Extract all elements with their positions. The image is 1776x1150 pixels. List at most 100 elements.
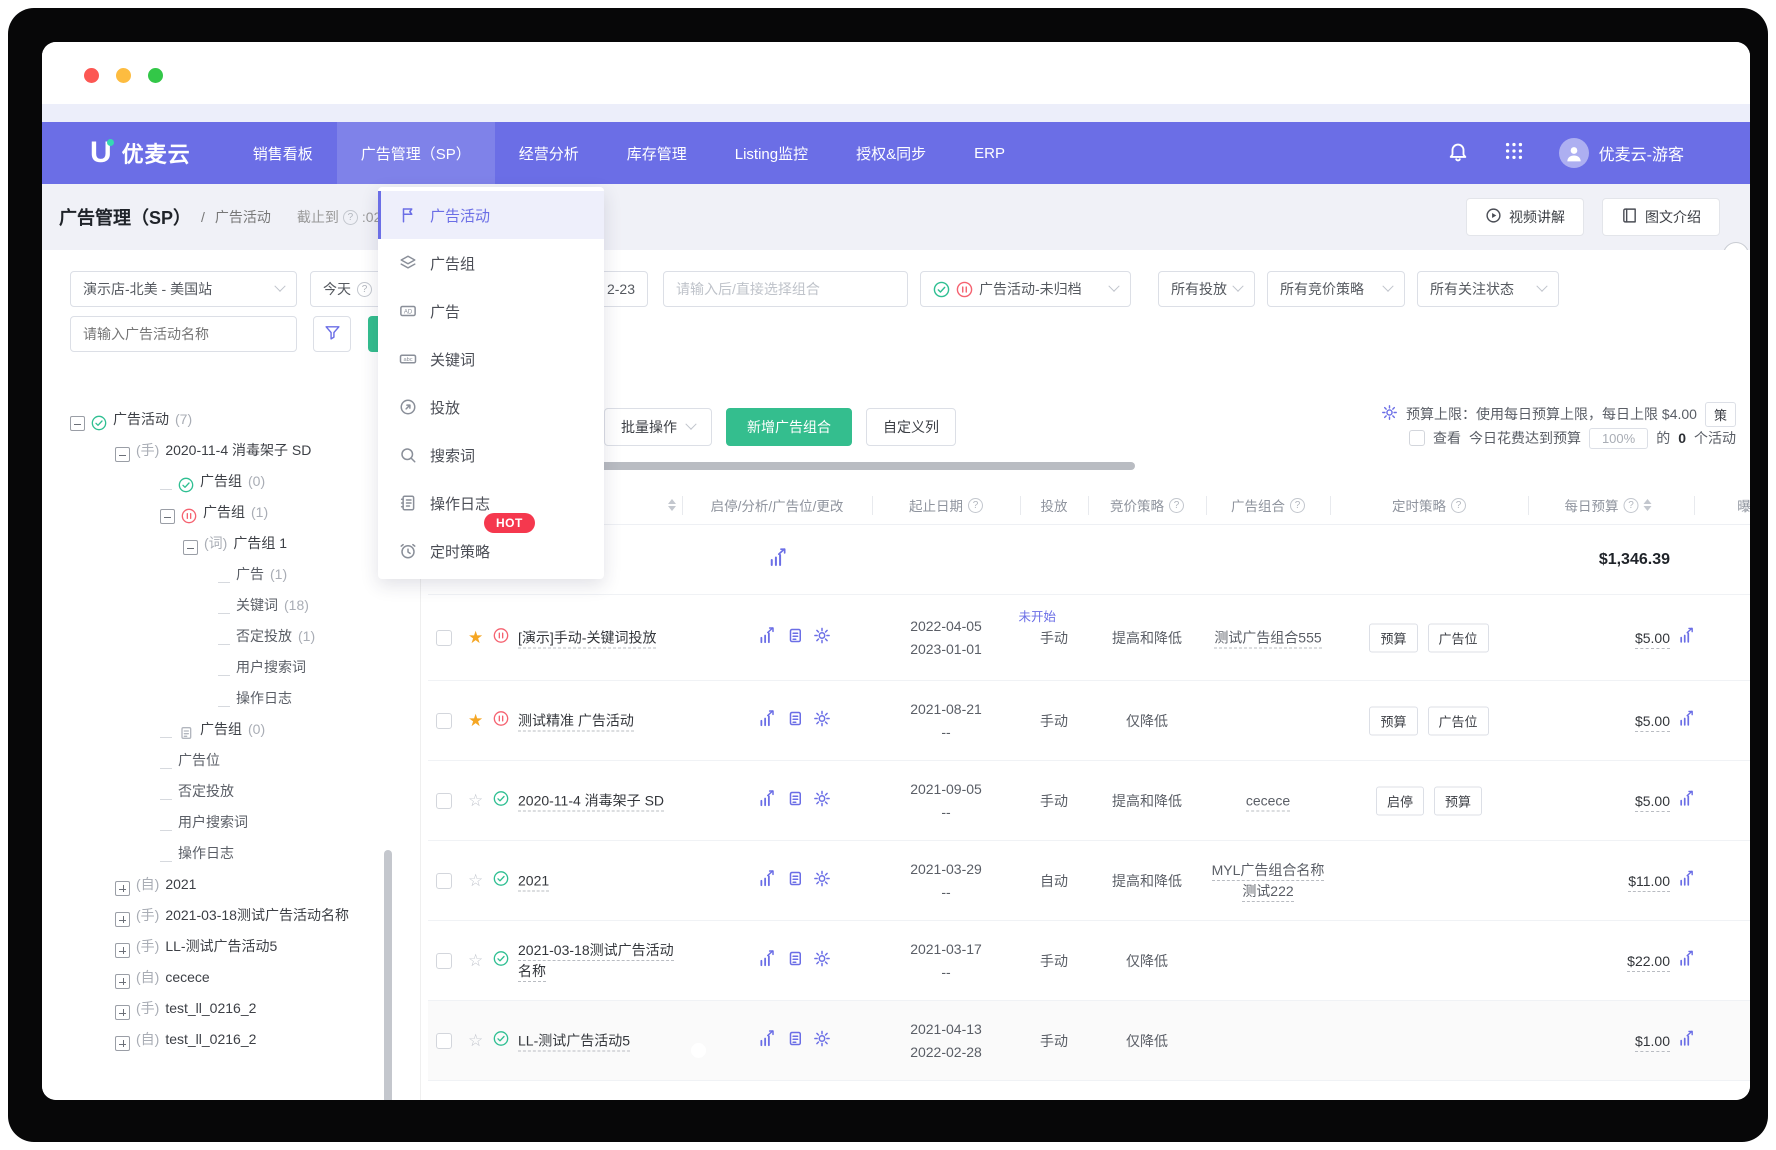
column-header-8[interactable]: 曝 — [1737, 495, 1750, 515]
tree-node-1[interactable]: 广告活动(7) — [70, 404, 382, 435]
tree-node-7[interactable]: 关键词(18) — [70, 590, 382, 621]
portfolio-name[interactable]: MYL广告组合名称 测试222 — [1206, 860, 1330, 902]
tree-node-label[interactable]: 操作日志 — [236, 683, 292, 714]
collapse-icon[interactable] — [183, 540, 198, 555]
campaign-name[interactable]: 2021 — [518, 870, 680, 891]
timer-button[interactable]: 广告位 — [1428, 623, 1489, 652]
daily-budget[interactable]: $11.00 — [1528, 873, 1670, 889]
expand-icon[interactable] — [115, 1005, 130, 1020]
help-icon[interactable]: ? — [1624, 498, 1639, 513]
tree-node-12[interactable]: 广告位 — [70, 745, 382, 776]
column-header-5[interactable]: 广告组合? — [1231, 495, 1305, 515]
gear-icon[interactable] — [1381, 404, 1398, 424]
portfolio-name-text[interactable]: 测试广告组合555 — [1214, 629, 1321, 648]
settings-gear-icon[interactable] — [813, 709, 831, 732]
expand-icon[interactable] — [115, 943, 130, 958]
log-icon[interactable] — [786, 1029, 804, 1052]
menu-item-8[interactable]: 定时策略HOT — [378, 527, 604, 575]
tree-node-label[interactable]: 广告 — [236, 559, 264, 590]
tree-node-15[interactable]: 操作日志 — [70, 838, 382, 869]
portfolio-name[interactable]: cecece — [1206, 790, 1330, 811]
tree-node-label[interactable]: 2021 — [165, 869, 196, 900]
tree-node-6[interactable]: 广告(1) — [70, 559, 382, 590]
column-header-4[interactable]: 竞价策略? — [1110, 495, 1184, 515]
tree-node-label[interactable]: 操作日志 — [178, 838, 234, 869]
menu-item-6[interactable]: 搜索词 — [378, 431, 604, 479]
advanced-filter-button[interactable] — [313, 316, 351, 352]
analytics-icon[interactable] — [758, 626, 776, 649]
help-icon[interactable]: ? — [1451, 498, 1466, 513]
sort-icon[interactable] — [668, 499, 676, 511]
bulk-actions-button[interactable]: 批量操作 — [604, 408, 712, 446]
tree-node-label[interactable]: test_ll_0216_2 — [165, 1024, 256, 1055]
summary-analytics-icon[interactable] — [768, 548, 788, 573]
daily-budget-value[interactable]: $5.00 — [1635, 793, 1670, 812]
collapse-icon[interactable] — [115, 447, 130, 462]
row-checkbox[interactable] — [436, 713, 452, 729]
apps-grid-icon[interactable] — [1503, 140, 1525, 167]
row-checkbox[interactable] — [436, 630, 452, 646]
expand-icon[interactable] — [115, 974, 130, 989]
budget-analytics-icon[interactable] — [1678, 870, 1695, 892]
tree-node-21[interactable]: (自)test_ll_0216_2 — [70, 1024, 382, 1055]
daily-budget-value[interactable]: $5.00 — [1635, 630, 1670, 649]
campaign-name-text[interactable]: 2021-03-18测试广告活动 名称 — [518, 942, 674, 982]
tree-node-label[interactable]: 2021-03-18测试广告活动名称 — [165, 900, 349, 931]
video-guide-button[interactable]: 视频讲解 — [1466, 198, 1584, 236]
menu-item-3[interactable]: AD广告 — [378, 287, 604, 335]
tree-node-13[interactable]: 否定投放 — [70, 776, 382, 807]
analytics-icon[interactable] — [758, 1029, 776, 1052]
budget-policy-button[interactable]: 策 — [1705, 402, 1736, 427]
budget-analytics-icon[interactable] — [1678, 950, 1695, 972]
analytics-icon[interactable] — [758, 709, 776, 732]
tree-node-label[interactable]: 广告组 — [200, 466, 242, 497]
log-icon[interactable] — [786, 949, 804, 972]
star-filled-icon[interactable]: ★ — [468, 711, 483, 731]
row-checkbox[interactable] — [436, 873, 452, 889]
user-menu[interactable]: 优麦云-游客 — [1559, 138, 1684, 168]
tree-node-20[interactable]: (手)test_ll_0216_2 — [70, 993, 382, 1024]
tree-node-4[interactable]: 广告组(1) — [70, 497, 382, 528]
minimize-window-button[interactable] — [116, 68, 131, 83]
sort-icon[interactable] — [1644, 499, 1652, 511]
timer-button[interactable]: 预算 — [1369, 623, 1417, 652]
tree-node-8[interactable]: 否定投放(1) — [70, 621, 382, 652]
campaign-name[interactable]: 2020-11-4 消毒架子 SD — [518, 790, 680, 811]
tree-node-label[interactable]: 广告活动 — [113, 404, 169, 435]
daily-budget[interactable]: $5.00 — [1528, 793, 1670, 809]
star-outline-icon[interactable]: ☆ — [468, 871, 483, 891]
column-header-7[interactable]: 每日预算? — [1565, 495, 1652, 515]
daily-budget-value[interactable]: $11.00 — [1628, 873, 1670, 892]
daily-budget-value[interactable]: $5.00 — [1635, 713, 1670, 732]
campaign-name-text[interactable]: 2021 — [518, 872, 549, 891]
budget-analytics-icon[interactable] — [1678, 627, 1695, 649]
tree-node-14[interactable]: 用户搜索词 — [70, 807, 382, 838]
campaign-name[interactable]: 2021-03-18测试广告活动 名称 — [518, 940, 680, 982]
daily-budget-value[interactable]: $22.00 — [1627, 953, 1670, 972]
app-logo[interactable]: U 优麦云 — [42, 122, 229, 184]
add-portfolio-button[interactable]: 新增广告组合 — [726, 408, 852, 446]
menu-item-5[interactable]: 投放 — [378, 383, 604, 431]
settings-gear-icon[interactable] — [813, 869, 831, 892]
tree-node-label[interactable]: cecece — [165, 962, 209, 993]
tree-node-label[interactable]: 用户搜索词 — [236, 652, 306, 683]
log-icon[interactable] — [786, 709, 804, 732]
tree-node-19[interactable]: (自)cecece — [70, 962, 382, 993]
collapse-icon[interactable] — [70, 416, 85, 431]
budget-analytics-icon[interactable] — [1678, 1030, 1695, 1052]
settings-gear-icon[interactable] — [813, 626, 831, 649]
tree-node-18[interactable]: (手)LL-测试广告活动5 — [70, 931, 382, 962]
name-sort-control[interactable] — [668, 499, 676, 511]
log-icon[interactable] — [786, 869, 804, 892]
nav-item-4[interactable]: 库存管理 — [603, 122, 711, 184]
row-checkbox[interactable] — [436, 1033, 452, 1049]
daily-budget[interactable]: $22.00 — [1528, 953, 1670, 969]
campaign-name[interactable]: [演示]手动-关键词投放 — [518, 627, 680, 648]
daily-budget[interactable]: $5.00 — [1528, 630, 1670, 646]
expand-icon[interactable] — [115, 1036, 130, 1051]
timer-button[interactable]: 广告位 — [1428, 706, 1489, 735]
settings-gear-icon[interactable] — [813, 949, 831, 972]
portfolio-name-text[interactable]: MYL广告组合名称 测试222 — [1212, 862, 1325, 902]
log-icon[interactable] — [786, 626, 804, 649]
notifications-bell-icon[interactable] — [1447, 140, 1469, 167]
